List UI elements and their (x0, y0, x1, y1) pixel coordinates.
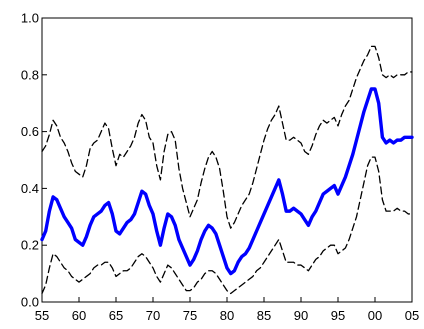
series-line-upper-band (41, 45, 413, 229)
x-tick-label: 80 (220, 308, 234, 323)
plot-area (41, 17, 413, 303)
series-layer (40, 45, 414, 295)
x-tick-label: 05 (405, 308, 419, 323)
y-tick-label: 0.8 (21, 67, 39, 82)
x-tick-label: 70 (146, 308, 160, 323)
ticks-layer: 0.0 0.2 0.4 0.6 0.8 1.0 55 60 65 70 75 80 85 90 95 00 05 (21, 11, 419, 324)
series-line-lower-band (41, 156, 413, 295)
x-tick-label: 85 (257, 308, 271, 323)
x-tick-label: 65 (109, 308, 123, 323)
x-tick-label: 00 (368, 308, 382, 323)
x-tick-label: 60 (72, 308, 86, 323)
y-tick-label: 0.0 (21, 295, 39, 310)
y-tick-label: 0.2 (21, 238, 39, 253)
x-tick-label: 55 (35, 308, 49, 323)
y-tick-label: 0.4 (21, 181, 39, 196)
series-line-estimate (40, 87, 414, 276)
x-tick-label: 95 (331, 308, 345, 323)
y-tick-label: 1.0 (21, 11, 39, 26)
x-tick-label: 90 (294, 308, 308, 323)
x-tick-label: 75 (183, 308, 197, 323)
y-tick-label: 0.6 (21, 124, 39, 139)
